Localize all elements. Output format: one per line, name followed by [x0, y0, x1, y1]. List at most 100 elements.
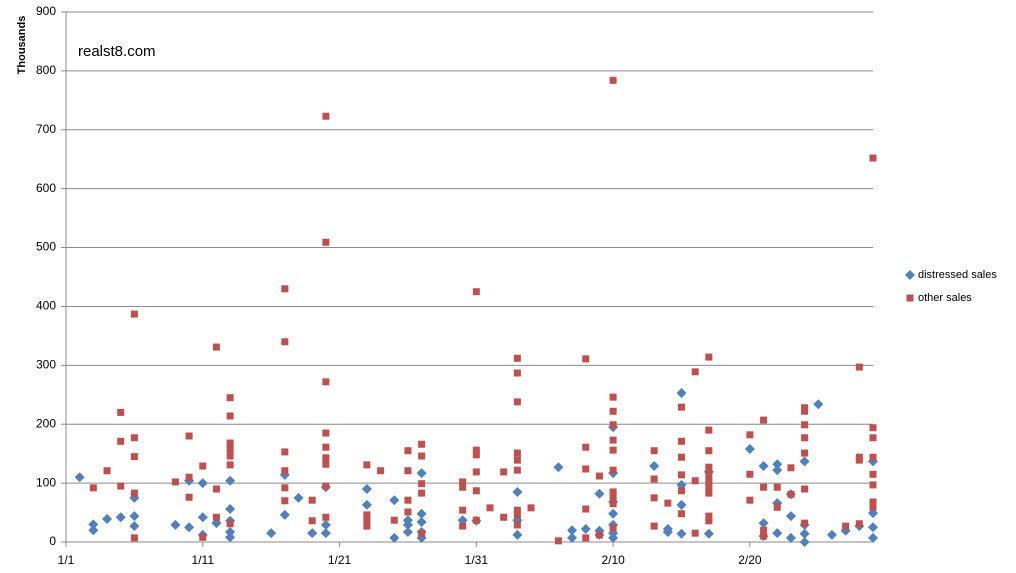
data-point [404, 467, 412, 475]
data-point [281, 285, 289, 293]
data-point [185, 473, 193, 481]
y-tick-label: 200 [36, 416, 56, 430]
data-point [416, 516, 427, 527]
data-point [212, 513, 220, 521]
data-point [513, 511, 521, 519]
data-point [855, 520, 863, 528]
data-point [418, 452, 426, 460]
data-point [609, 524, 617, 532]
data-point [322, 460, 330, 468]
data-point [281, 448, 289, 456]
data-point [826, 529, 837, 540]
data-point [567, 532, 578, 543]
data-point [226, 412, 234, 420]
data-point [608, 532, 619, 543]
data-point [758, 518, 769, 529]
data-point [472, 468, 480, 476]
data-point [513, 398, 521, 406]
data-point [404, 447, 412, 455]
data-point [513, 369, 521, 377]
data-point [513, 466, 521, 474]
data-point [609, 407, 617, 415]
data-point [855, 456, 863, 464]
data-point [322, 238, 330, 246]
data-point [527, 504, 535, 512]
data-point [582, 355, 590, 363]
data-point [869, 424, 877, 432]
data-point [185, 432, 193, 440]
data-point [130, 534, 138, 542]
y-tick-label: 700 [36, 122, 56, 136]
data-point [691, 368, 699, 376]
data-point [869, 470, 877, 478]
data-point [129, 521, 140, 532]
data-point [512, 529, 523, 540]
x-tick-label: 1/21 [328, 553, 352, 567]
data-point [74, 472, 85, 483]
data-point [705, 512, 713, 520]
data-point [486, 504, 494, 512]
data-point [225, 526, 236, 537]
legend-label: distressed sales [918, 269, 997, 281]
data-point [361, 499, 372, 510]
data-point [513, 449, 521, 457]
data-point [609, 500, 617, 508]
data-point [703, 528, 714, 539]
data-point [799, 456, 810, 467]
data-point [322, 443, 330, 451]
x-tick-label: 1/11 [192, 553, 215, 567]
data-point [595, 531, 603, 539]
data-point [678, 471, 686, 479]
data-point [869, 434, 877, 442]
data-point [320, 519, 331, 530]
data-point [512, 486, 523, 497]
y-tick-label: 100 [36, 475, 56, 489]
data-point [226, 439, 234, 447]
data-point [225, 475, 236, 486]
data-point [678, 403, 686, 411]
data-point [472, 487, 480, 495]
data-point [869, 498, 877, 506]
data-point [595, 472, 603, 480]
data-point [842, 522, 850, 530]
data-point [418, 529, 426, 537]
data-point [787, 464, 795, 472]
data-point [744, 443, 755, 454]
data-point [117, 482, 125, 490]
data-point [609, 436, 617, 444]
data-point [226, 394, 234, 402]
data-point [609, 421, 617, 429]
data-point [363, 516, 371, 524]
data-point [418, 480, 426, 488]
y-tick-label: 0 [49, 534, 56, 548]
data-point [500, 513, 508, 521]
data-point [308, 496, 316, 504]
data-point [582, 534, 590, 542]
data-point [772, 528, 783, 539]
data-point [773, 483, 781, 491]
data-point [197, 478, 208, 489]
data-point [746, 496, 754, 504]
data-point [868, 522, 878, 533]
data-point [130, 453, 138, 461]
legend-marker [906, 294, 914, 302]
data-point [746, 470, 754, 478]
data-point [322, 429, 330, 437]
data-point [650, 447, 658, 455]
data-point [746, 431, 754, 439]
data-point [691, 477, 699, 485]
data-point [773, 503, 781, 511]
y-tick-label: 800 [36, 63, 56, 77]
data-point [226, 461, 234, 469]
data-point [416, 468, 427, 479]
data-point [554, 537, 562, 545]
data-point [869, 154, 877, 162]
data-point [513, 456, 521, 464]
data-point [650, 522, 658, 530]
data-point [88, 519, 99, 530]
y-tick-label: 400 [36, 299, 56, 313]
legend-label: other sales [918, 292, 972, 304]
data-point [801, 421, 809, 429]
data-point [567, 525, 578, 536]
data-point [801, 519, 809, 527]
